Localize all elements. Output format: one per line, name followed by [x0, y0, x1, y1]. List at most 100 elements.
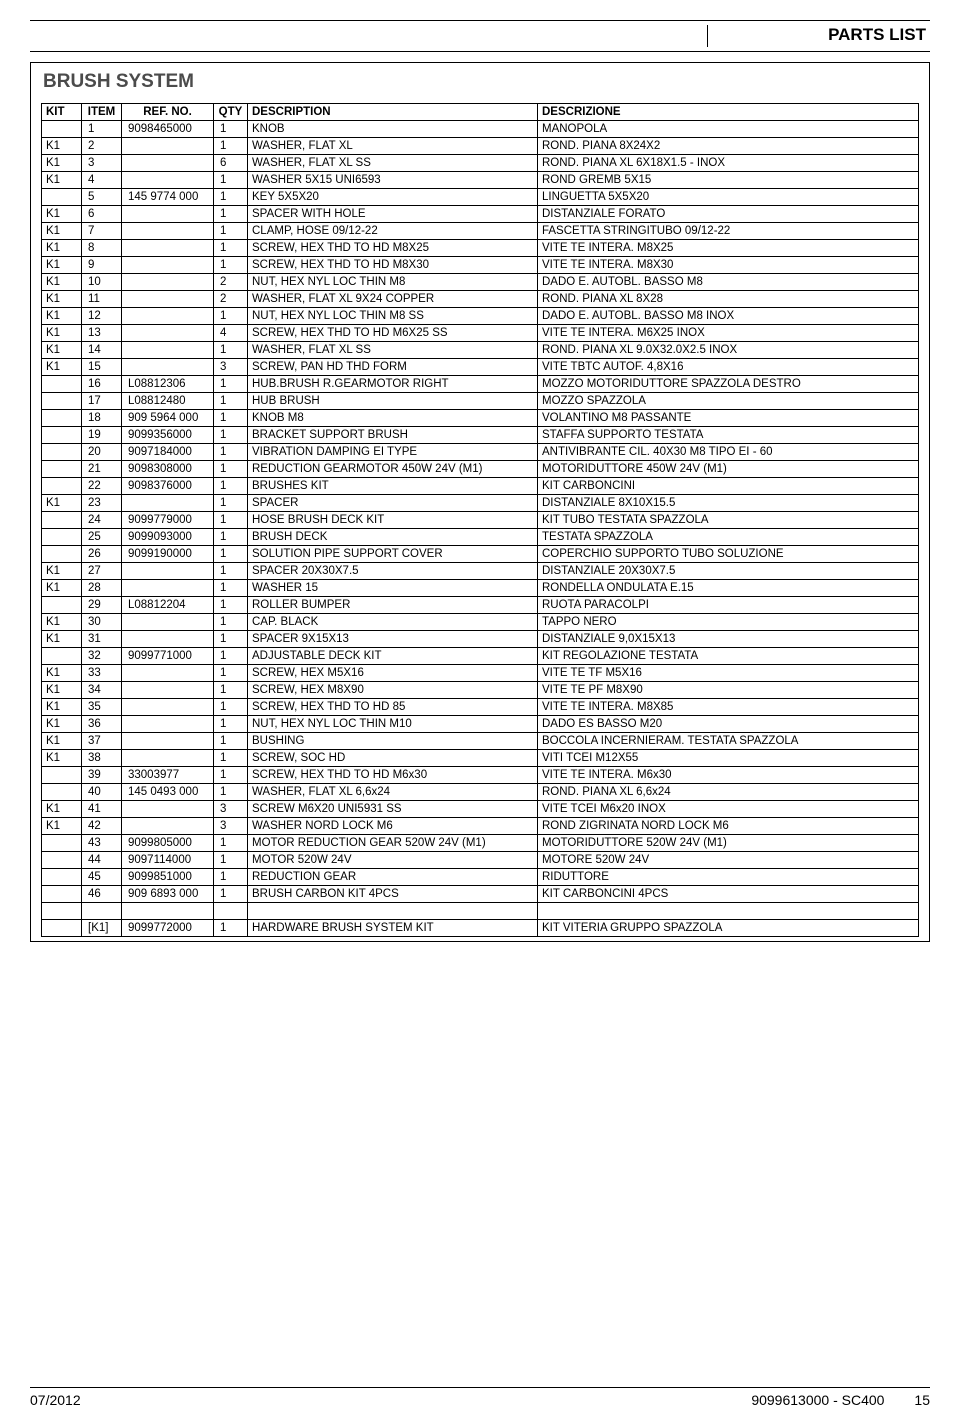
table-cell: RIDUTTORE — [538, 869, 919, 886]
table-cell: 1 — [214, 597, 248, 614]
table-cell: SPACER 20X30X7.5 — [248, 563, 538, 580]
table-row: K171CLAMP, HOSE 09/12-22FASCETTA STRINGI… — [42, 223, 919, 240]
table-cell — [122, 138, 214, 155]
table-cell: DADO E. AUTOBL. BASSO M8 — [538, 274, 919, 291]
table-cell: 26 — [82, 546, 122, 563]
table-cell: 2 — [214, 274, 248, 291]
table-cell: 16 — [82, 376, 122, 393]
table-cell: 9099771000 — [122, 648, 214, 665]
table-cell: SCREW, HEX THD TO HD M8X30 — [248, 257, 538, 274]
table-cell: K1 — [42, 206, 82, 223]
table-cell: 9099851000 — [122, 869, 214, 886]
table-cell: K1 — [42, 359, 82, 376]
table-row: K191SCREW, HEX THD TO HD M8X30VITE TE IN… — [42, 257, 919, 274]
table-cell: 39 — [82, 767, 122, 784]
table-cell — [122, 682, 214, 699]
table-cell: WASHER, FLAT XL 6,6x24 — [248, 784, 538, 801]
table-cell: STAFFA SUPPORTO TESTATA — [538, 427, 919, 444]
table-cell: BUSHING — [248, 733, 538, 750]
table-cell: K1 — [42, 172, 82, 189]
table-row: 4390998050001MOTOR REDUCTION GEAR 520W 2… — [42, 835, 919, 852]
table-cell: 1 — [214, 563, 248, 580]
table-cell: 9099190000 — [122, 546, 214, 563]
table-cell: 31 — [82, 631, 122, 648]
table-row: 16L088123061HUB.BRUSH R.GEARMOTOR RIGHTM… — [42, 376, 919, 393]
table-cell: 9 — [82, 257, 122, 274]
table-cell — [122, 614, 214, 631]
table-cell: 1 — [214, 189, 248, 206]
table-row: 2090971840001VIBRATION DAMPING EI TYPEAN… — [42, 444, 919, 461]
footer-pagenum: 15 — [914, 1392, 930, 1408]
table-cell: 1 — [214, 852, 248, 869]
table-cell: 1 — [214, 716, 248, 733]
table-row: K136WASHER, FLAT XL SSROND. PIANA XL 6X1… — [42, 155, 919, 172]
table-cell — [42, 869, 82, 886]
table-cell: K1 — [42, 801, 82, 818]
table-cell: 1 — [214, 631, 248, 648]
table-cell: BRUSH CARBON KIT 4PCS — [248, 886, 538, 903]
table-cell: WASHER, FLAT XL SS — [248, 342, 538, 359]
table-cell — [42, 835, 82, 852]
table-cell — [42, 648, 82, 665]
table-cell: 38 — [82, 750, 122, 767]
table-row: 2590990930001BRUSH DECKTESTATA SPAZZOLA — [42, 529, 919, 546]
table-cell: FASCETTA STRINGITUBO 09/12-22 — [538, 223, 919, 240]
table-cell: [K1] — [82, 920, 122, 937]
table-cell — [42, 376, 82, 393]
table-row: K181SCREW, HEX THD TO HD M8X25VITE TE IN… — [42, 240, 919, 257]
table-cell: 9097114000 — [122, 852, 214, 869]
table-cell: 1 — [214, 393, 248, 410]
table-cell — [538, 903, 919, 920]
table-cell — [42, 784, 82, 801]
table-row: K1271SPACER 20X30X7.5DISTANZIALE 20X30X7… — [42, 563, 919, 580]
table-cell: ADJUSTABLE DECK KIT — [248, 648, 538, 665]
table-cell: 3 — [82, 155, 122, 172]
table-cell — [42, 393, 82, 410]
table-cell: K1 — [42, 155, 82, 172]
table-cell: BRACKET SUPPORT BRUSH — [248, 427, 538, 444]
table-cell: SPACER 9X15X13 — [248, 631, 538, 648]
table-cell — [122, 563, 214, 580]
table-cell: DISTANZIALE FORATO — [538, 206, 919, 223]
table-cell: KIT TUBO TESTATA SPAZZOLA — [538, 512, 919, 529]
table-cell: 1 — [214, 410, 248, 427]
table-cell: VITE TE INTERA. M8X30 — [538, 257, 919, 274]
table-cell: 1 — [214, 342, 248, 359]
table-cell: 145 0493 000 — [122, 784, 214, 801]
table-cell — [42, 529, 82, 546]
table-cell: WASHER, FLAT XL SS — [248, 155, 538, 172]
footer-docnum: 9099613000 - SC400 — [751, 1392, 884, 1408]
table-cell: MOZZO SPAZZOLA — [538, 393, 919, 410]
table-cell: 2 — [82, 138, 122, 155]
table-cell: VITE TE INTERA. M6X25 INOX — [538, 325, 919, 342]
table-cell: VITE TE PF M8X90 — [538, 682, 919, 699]
table-cell: K1 — [42, 580, 82, 597]
table-cell: 12 — [82, 308, 122, 325]
table-cell: KIT REGOLAZIONE TESTATA — [538, 648, 919, 665]
table-cell: SCREW, PAN HD THD FORM — [248, 359, 538, 376]
table-cell: 3 — [214, 359, 248, 376]
table-cell — [42, 444, 82, 461]
col-header-qty: QTY — [214, 104, 248, 121]
table-row: 2190983080001REDUCTION GEARMOTOR 450W 24… — [42, 461, 919, 478]
table-cell: BRUSHES KIT — [248, 478, 538, 495]
table-cell: ROND. PIANA 8X24X2 — [538, 138, 919, 155]
table-cell: HUB.BRUSH R.GEARMOTOR RIGHT — [248, 376, 538, 393]
table-cell: 1 — [214, 478, 248, 495]
table-row: K1381SCREW, SOC HDVITI TCEI M12X55 — [42, 750, 919, 767]
table-cell: 17 — [82, 393, 122, 410]
table-cell: MOTORE 520W 24V — [538, 852, 919, 869]
table-cell: 1 — [214, 240, 248, 257]
section-box: BRUSH SYSTEM KIT ITEM REF. NO. QTY DESCR… — [30, 62, 930, 942]
table-cell — [122, 257, 214, 274]
page-header-title: PARTS LIST — [828, 25, 930, 47]
table-row: 3290997710001ADJUSTABLE DECK KITKIT REGO… — [42, 648, 919, 665]
table-cell — [122, 580, 214, 597]
table-cell: 6 — [214, 155, 248, 172]
table-cell — [42, 920, 82, 937]
table-cell: RONDELLA ONDULATA E.15 — [538, 580, 919, 597]
table-cell: K1 — [42, 716, 82, 733]
table-cell: 1 — [214, 427, 248, 444]
table-row: [K1]90997720001HARDWARE BRUSH SYSTEM KIT… — [42, 920, 919, 937]
table-cell: HUB BRUSH — [248, 393, 538, 410]
